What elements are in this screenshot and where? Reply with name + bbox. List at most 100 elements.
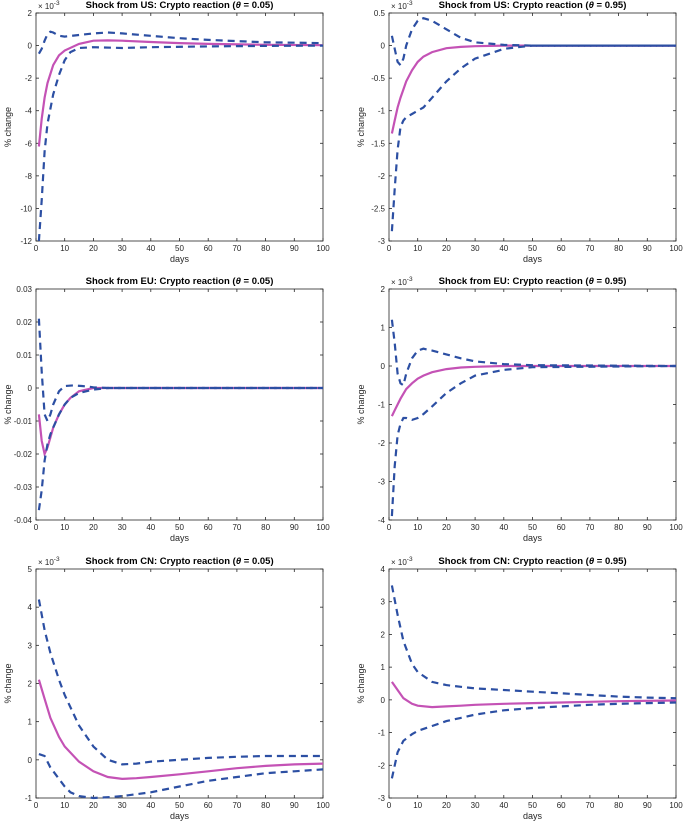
series-lower-line xyxy=(390,701,677,779)
title-theta: θ xyxy=(236,276,242,287)
y-axis-label: % change xyxy=(3,107,13,147)
axes-box xyxy=(35,12,324,242)
x-tick-label: 90 xyxy=(290,244,299,253)
x-tick-label: 50 xyxy=(528,244,537,253)
title-theta: θ xyxy=(236,556,242,567)
y-exponent-label: × 10-3 xyxy=(391,0,413,11)
y-tick-label: -2 xyxy=(378,172,386,181)
y-tick-label: -0.04 xyxy=(14,516,33,525)
x-axis-label: days xyxy=(523,811,543,821)
exponent-power: -3 xyxy=(407,0,413,7)
y-tick-label: -1 xyxy=(378,729,386,738)
series-upper-line xyxy=(37,30,324,55)
title-suffix: = 0.05) xyxy=(241,0,273,11)
axes-box xyxy=(388,568,677,799)
y-tick-label: -4 xyxy=(25,107,33,116)
series-upper-line xyxy=(390,17,676,68)
panel-title: Shock from CN: Crypto reaction (θ = 0.95… xyxy=(438,556,626,567)
x-tick-label: 90 xyxy=(643,523,652,532)
x-tick-label: 60 xyxy=(204,523,213,532)
x-tick-label: 90 xyxy=(290,801,299,810)
x-tick-label: 70 xyxy=(232,801,241,810)
y-exponent-label: × 10-3 xyxy=(38,556,60,567)
series-lower-line xyxy=(37,44,324,242)
x-tick-label: 100 xyxy=(316,801,330,810)
y-tick-label: -3 xyxy=(378,237,386,246)
x-axis-label: days xyxy=(523,533,543,543)
y-tick-label: -2 xyxy=(378,761,386,770)
x-tick-label: 30 xyxy=(118,801,127,810)
x-tick-label: 40 xyxy=(146,523,155,532)
x-tick-label: 30 xyxy=(118,523,127,532)
series-lower-line xyxy=(37,386,323,511)
y-tick-label: 3 xyxy=(28,641,33,650)
y-exponent-label: × 10-3 xyxy=(391,276,413,287)
x-tick-label: 10 xyxy=(60,244,69,253)
title-theta: θ xyxy=(589,276,595,287)
x-tick-label: 0 xyxy=(387,801,392,810)
exponent-base: × 10 xyxy=(391,278,407,287)
panel-title: Shock from EU: Crypto reaction (θ = 0.05… xyxy=(86,276,274,287)
series-upper-line xyxy=(37,599,323,766)
exponent-base: × 10 xyxy=(38,2,54,11)
y-tick-label: -12 xyxy=(20,237,32,246)
panel-2: 0 10 20 30 40 50 60 70 80 90 100 -3 -2.5 -2 -1.5 -1 -0.5… xyxy=(356,0,683,264)
x-tick-label: 50 xyxy=(175,244,184,253)
title-prefix: Shock from EU: Crypto reaction ( xyxy=(439,276,590,287)
x-tick-label: 90 xyxy=(643,801,652,810)
x-tick-label: 10 xyxy=(413,801,422,810)
x-tick-label: 80 xyxy=(614,801,623,810)
x-tick-label: 0 xyxy=(34,801,39,810)
panel-title: Shock from EU: Crypto reaction (θ = 0.95… xyxy=(439,276,627,287)
x-tick-label: 0 xyxy=(34,244,39,253)
x-tick-label: 80 xyxy=(261,244,270,253)
x-tick-label: 100 xyxy=(669,523,683,532)
y-tick-label: 0 xyxy=(28,42,33,51)
axes-box xyxy=(35,568,324,799)
y-tick-label: 0 xyxy=(28,384,33,393)
y-tick-label: -2 xyxy=(378,439,386,448)
x-tick-label: 60 xyxy=(557,523,566,532)
axes-box xyxy=(35,288,324,521)
y-tick-label: -0.03 xyxy=(14,483,33,492)
x-tick-label: 10 xyxy=(60,523,69,532)
axes-box xyxy=(388,288,677,521)
y-tick-label: -1.5 xyxy=(371,139,385,148)
x-axis-label: days xyxy=(170,254,190,264)
x-tick-label: 20 xyxy=(442,523,451,532)
y-axis-label: % change xyxy=(3,384,13,424)
y-tick-label: 0 xyxy=(381,362,386,371)
y-tick-label: -3 xyxy=(378,478,386,487)
x-tick-label: 30 xyxy=(471,523,480,532)
y-tick-label: -1 xyxy=(378,401,386,410)
y-tick-label: -1 xyxy=(25,794,33,803)
y-tick-label: -4 xyxy=(378,516,386,525)
x-tick-label: 70 xyxy=(585,523,594,532)
panel-3: 0 10 20 30 40 50 60 70 80 90 100 -0.04 -0.03 -0.02 -0.… xyxy=(3,276,330,543)
y-tick-label: -8 xyxy=(25,172,33,181)
x-tick-label: 100 xyxy=(669,801,683,810)
title-prefix: Shock from US: Crypto reaction ( xyxy=(86,0,237,11)
x-tick-label: 10 xyxy=(60,801,69,810)
y-tick-label: 2 xyxy=(381,285,386,294)
y-tick-label: 0 xyxy=(381,696,386,705)
y-tick-label: 1 xyxy=(381,324,386,333)
y-tick-label: 0.03 xyxy=(16,285,32,294)
y-axis-label: % change xyxy=(356,663,366,703)
y-tick-label: 2 xyxy=(28,9,33,18)
series-upper-line xyxy=(390,319,677,388)
x-tick-label: 60 xyxy=(204,801,213,810)
x-tick-label: 20 xyxy=(89,244,98,253)
x-tick-label: 10 xyxy=(413,523,422,532)
x-tick-label: 50 xyxy=(528,801,537,810)
series-median-line xyxy=(37,679,324,781)
series-median-line xyxy=(390,44,676,134)
y-tick-label: 2 xyxy=(28,680,33,689)
title-theta: θ xyxy=(236,0,242,11)
axes-box xyxy=(388,12,677,242)
series-lower-line xyxy=(390,364,677,517)
series-lower-line xyxy=(38,753,324,800)
y-tick-label: 5 xyxy=(28,565,33,574)
x-tick-label: 0 xyxy=(387,244,392,253)
y-tick-label: 4 xyxy=(381,565,386,574)
